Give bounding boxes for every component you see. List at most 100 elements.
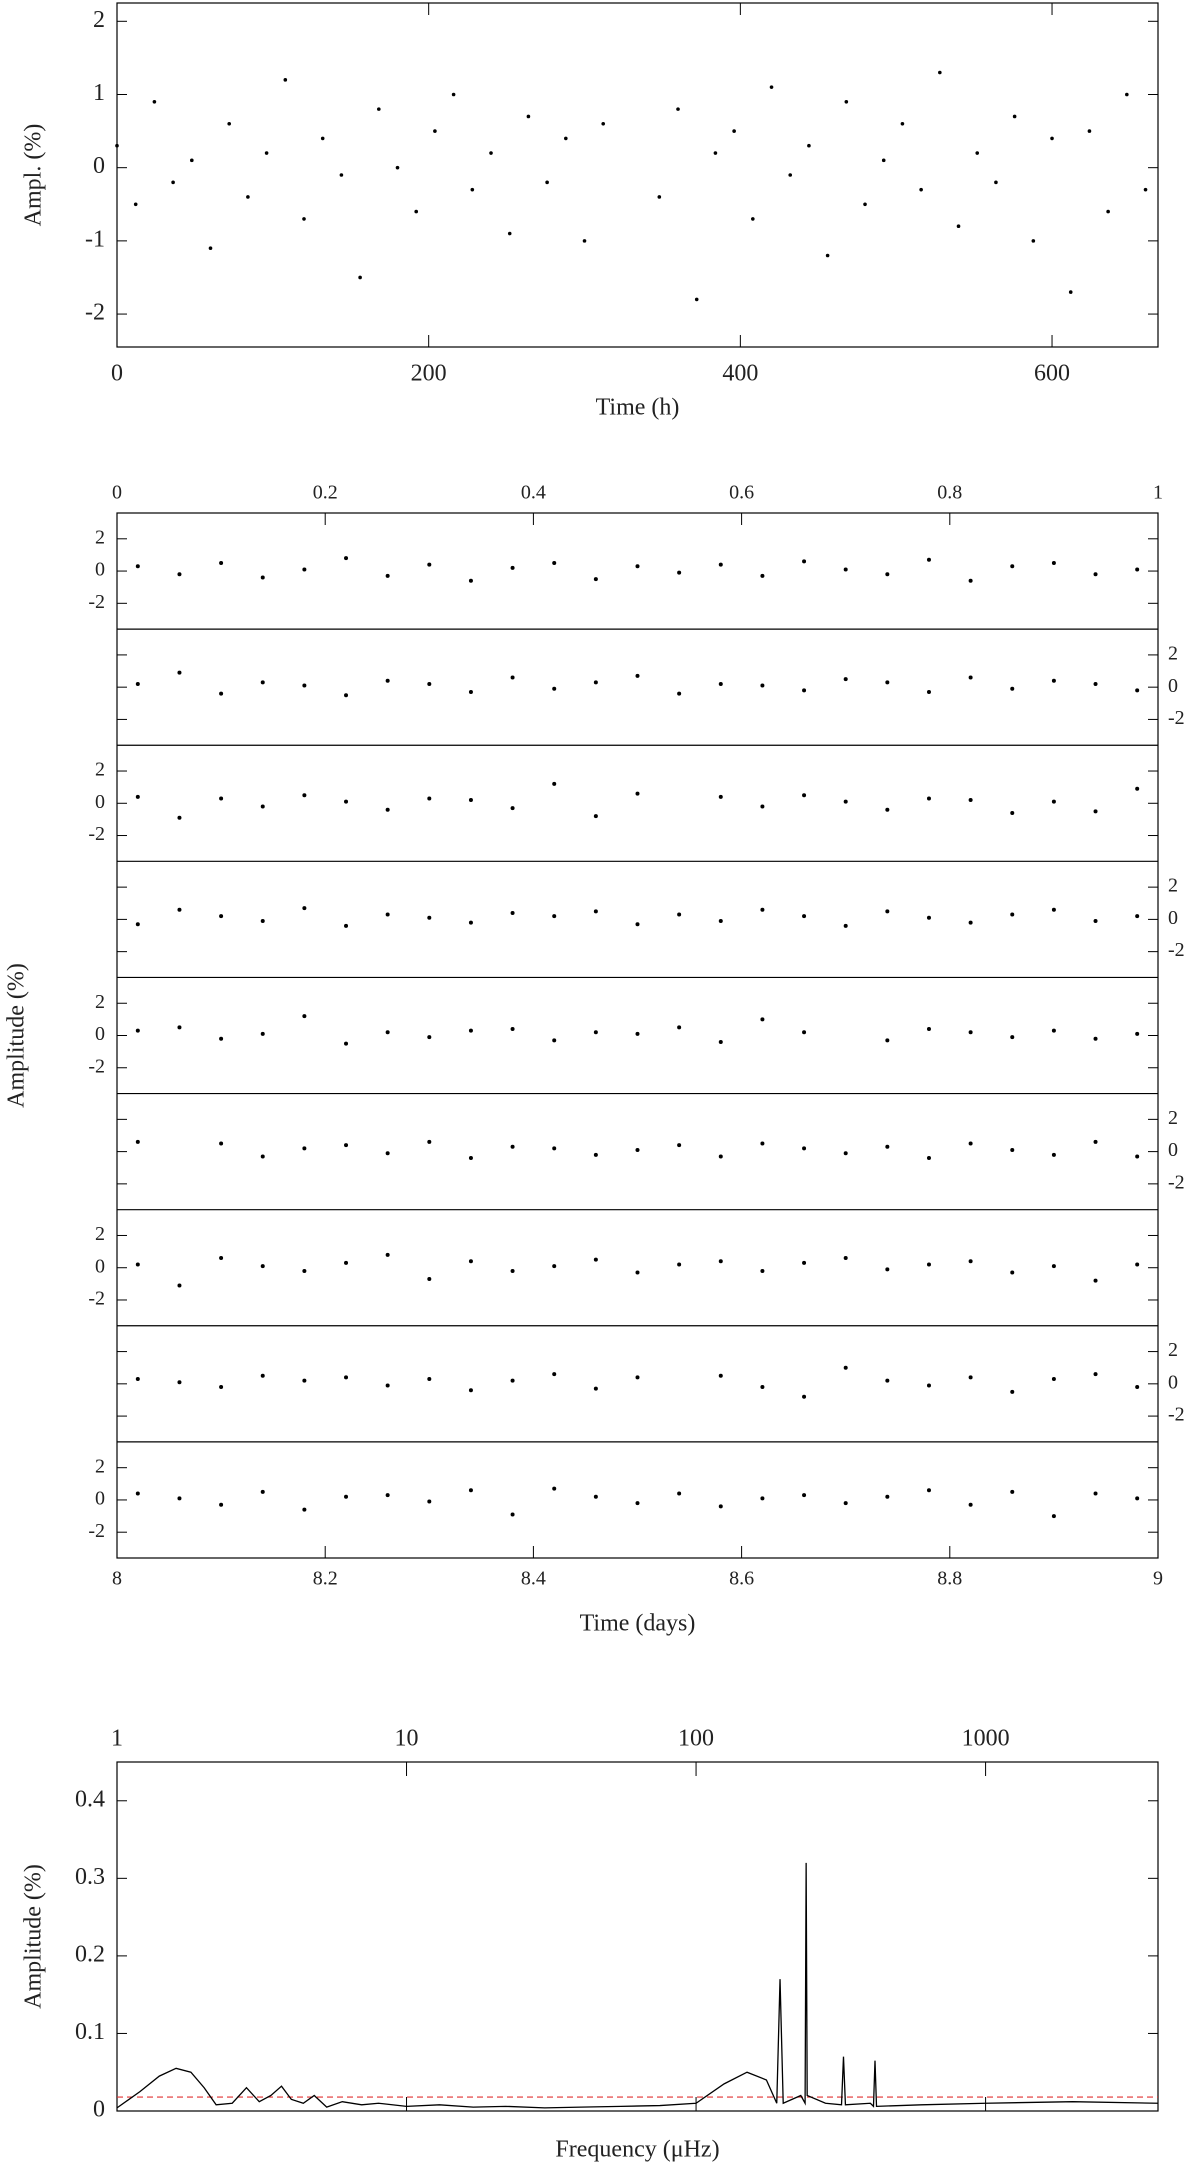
data-point xyxy=(177,670,182,675)
data-point xyxy=(510,910,515,915)
data-point xyxy=(994,180,998,185)
data-point xyxy=(526,114,531,119)
y-tick-label: 2 xyxy=(1168,643,1178,665)
data-point xyxy=(510,1378,515,1383)
y-axis-label: Amplitude (%) xyxy=(21,1864,47,2009)
y-tick-label: 0 xyxy=(95,1023,105,1045)
y-tick-label: 0 xyxy=(93,153,105,179)
data-point xyxy=(825,253,830,258)
data-point xyxy=(718,1259,723,1264)
data-point xyxy=(1135,1154,1140,1159)
data-point xyxy=(593,1386,598,1391)
y-tick-label: 2 xyxy=(1168,875,1178,897)
data-point xyxy=(676,107,680,111)
data-point xyxy=(1143,187,1148,192)
data-point xyxy=(302,1507,307,1512)
data-point xyxy=(760,1385,765,1390)
data-point xyxy=(1010,1270,1015,1275)
data-point xyxy=(219,796,224,801)
data-point xyxy=(427,1499,432,1504)
data-point xyxy=(510,1027,515,1032)
x-tick-label: 10 xyxy=(395,1726,419,1752)
data-point xyxy=(219,560,224,565)
data-point xyxy=(760,804,765,809)
data-point xyxy=(1135,1385,1140,1390)
data-point xyxy=(302,1378,307,1383)
data-point xyxy=(177,815,182,820)
data-point xyxy=(135,1376,140,1381)
data-point xyxy=(507,231,512,236)
data-point xyxy=(552,781,557,786)
y-tick-label: -2 xyxy=(88,591,105,613)
data-point xyxy=(601,121,606,126)
x2-tick-label: 0.4 xyxy=(521,482,546,504)
data-point xyxy=(358,275,362,280)
x2-tick-label: 0.2 xyxy=(313,482,338,504)
data-point xyxy=(926,557,931,562)
y-tick-label: -2 xyxy=(88,823,105,845)
y-tick-label: 0.2 xyxy=(75,1941,105,1967)
data-point xyxy=(919,187,923,192)
data-point xyxy=(260,680,265,685)
x2-tick-label: 0.6 xyxy=(729,482,754,504)
y-tick-label: 0.3 xyxy=(75,1864,105,1890)
data-point xyxy=(260,1489,265,1494)
data-point xyxy=(677,1262,682,1267)
data-point xyxy=(385,1252,390,1257)
data-point xyxy=(582,239,587,243)
data-point xyxy=(227,121,232,126)
data-point xyxy=(427,681,432,686)
data-point xyxy=(635,791,640,796)
data-point xyxy=(552,1264,557,1269)
data-point xyxy=(260,804,265,809)
plot-frame xyxy=(116,2,1159,348)
data-point xyxy=(968,920,973,925)
data-point xyxy=(468,920,473,925)
x-tick-label: 200 xyxy=(411,361,447,387)
x-tick-label: 9 xyxy=(1153,1568,1163,1590)
x-tick-label: 400 xyxy=(722,361,758,387)
data-point xyxy=(885,1144,890,1149)
data-point xyxy=(208,246,213,250)
data-point xyxy=(302,906,307,911)
data-point xyxy=(885,807,890,812)
data-point xyxy=(171,180,175,185)
data-point xyxy=(385,1151,390,1156)
data-point xyxy=(1068,290,1073,294)
data-point xyxy=(760,573,765,578)
data-point xyxy=(885,1038,890,1043)
data-point xyxy=(135,681,140,686)
data-point xyxy=(885,1378,890,1383)
data-point xyxy=(843,1501,848,1506)
data-point xyxy=(593,814,598,819)
spectrum-line xyxy=(116,1862,1159,2109)
data-point xyxy=(1051,1514,1056,1519)
data-point xyxy=(843,923,848,928)
data-point xyxy=(968,1502,973,1507)
data-point xyxy=(635,1270,640,1275)
data-point xyxy=(545,180,549,185)
data-point xyxy=(677,691,682,696)
data-point xyxy=(1010,810,1015,815)
x-tick-label: 0 xyxy=(111,361,123,387)
y-tick-label: 0 xyxy=(1168,907,1178,929)
data-point xyxy=(510,675,515,680)
data-point xyxy=(635,922,640,927)
y-tick-label: 2 xyxy=(95,759,105,781)
data-point xyxy=(219,691,224,696)
data-point xyxy=(1051,560,1056,565)
data-point xyxy=(968,1375,973,1380)
y-tick-label: 2 xyxy=(95,991,105,1013)
data-point xyxy=(718,1154,723,1159)
y-tick-label: -2 xyxy=(88,1055,105,1077)
data-point xyxy=(414,209,419,214)
data-point xyxy=(427,1139,432,1144)
data-point xyxy=(1010,686,1015,691)
data-point xyxy=(468,1388,473,1393)
data-point xyxy=(802,559,807,564)
data-point xyxy=(593,1257,598,1262)
data-point xyxy=(177,572,182,577)
data-point xyxy=(302,793,307,798)
data-point xyxy=(115,143,119,148)
